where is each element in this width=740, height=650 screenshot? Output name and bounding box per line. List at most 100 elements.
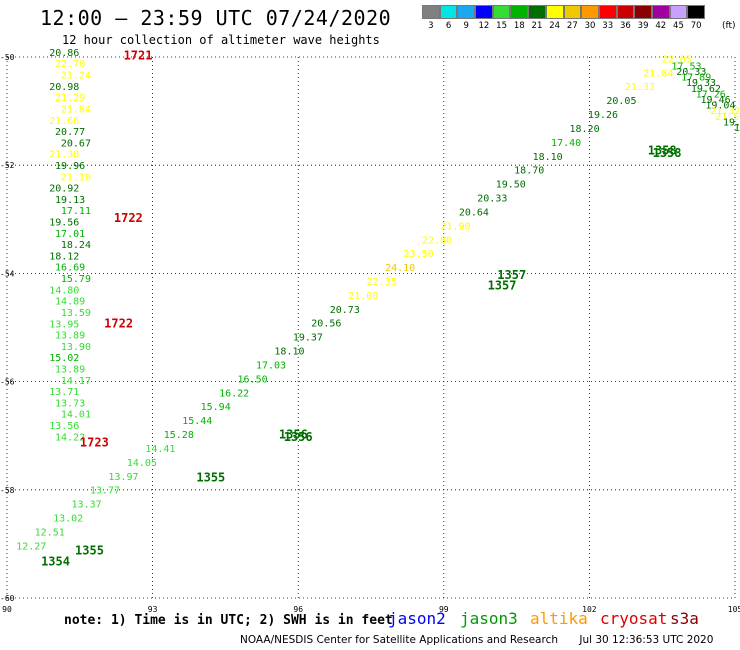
wave-height-value: 20.05 <box>606 96 636 107</box>
wave-height-value: 17.53 <box>671 61 701 72</box>
wave-height-value: 18.20 <box>569 124 599 135</box>
color-bin-label: 42 <box>655 21 667 31</box>
color-swatch <box>581 5 599 19</box>
wave-height-value: 19.33 <box>686 78 716 89</box>
time-label: 1722 <box>114 211 143 225</box>
wave-height-value: 17.89 <box>681 73 711 84</box>
wave-height-value: 21.24 <box>61 71 91 82</box>
color-bin: 39 <box>634 5 652 31</box>
credit-text: NOAA/NESDIS Center for Satellite Applica… <box>240 634 558 646</box>
wave-height-value: 21.84 <box>61 104 91 115</box>
wave-height-value: 14.05 <box>127 458 157 469</box>
wave-height-value: 15.79 <box>61 274 91 285</box>
wave-height-value: 14.89 <box>55 297 85 308</box>
color-bin-label: 39 <box>637 21 649 31</box>
wave-height-value: 14.17 <box>61 376 91 387</box>
wave-height-value: 17.03 <box>256 360 286 371</box>
wave-height-value: 13.90 <box>61 342 91 353</box>
wave-height-value: 22.35 <box>367 277 397 288</box>
wave-height-value: 22.80 <box>422 235 452 246</box>
wave-height-value: 21.90 <box>440 221 470 232</box>
satellite-legend-s3a: s3a <box>670 609 699 628</box>
color-bin-label: 6 <box>445 21 452 31</box>
wave-height-value: 19.62 <box>691 84 721 95</box>
time-label: 1357 <box>488 279 517 293</box>
wave-height-value: 13.89 <box>55 331 85 342</box>
wave-height-value: 13.73 <box>55 398 85 409</box>
wave-height-value: 19.56 <box>49 218 79 229</box>
color-bin: 3 <box>422 5 440 31</box>
lat-tick-label: -60 <box>0 594 15 603</box>
wave-height-value: 21.33 <box>625 82 655 93</box>
wave-height-value: 20.67 <box>61 138 91 149</box>
time-label: 1723 <box>80 436 109 450</box>
wave-height-value: 13.71 <box>49 387 79 398</box>
wave-height-value: 20.98 <box>49 82 79 93</box>
wave-height-value: 14.01 <box>61 410 91 421</box>
wave-height-value: 18.12 <box>49 251 79 262</box>
lat-tick-label: -58 <box>0 486 15 495</box>
wave-height-value: 20.73 <box>330 305 360 316</box>
wave-height-value: 13.77 <box>90 486 120 497</box>
color-bin-label: 12 <box>478 21 490 31</box>
wave-height-value: 17.40 <box>551 138 581 149</box>
color-bin: 45 <box>669 5 688 31</box>
wave-height-value: 20.64 <box>459 207 489 218</box>
color-bin: 30 <box>581 5 599 31</box>
wave-height-value: 21.00 <box>348 291 378 302</box>
color-swatch <box>492 5 511 19</box>
wave-height-value: 16.69 <box>55 263 85 274</box>
wave-height-value: 23.50 <box>404 249 434 260</box>
wave-height-value: 21.29 <box>55 93 85 104</box>
time-label: 1355 <box>196 471 225 485</box>
time-label: 1722 <box>104 317 133 331</box>
wave-height-value: 19.3 <box>723 117 740 128</box>
color-bin-label: 27 <box>566 21 578 31</box>
wave-height-value: 14.80 <box>49 285 79 296</box>
wave-height-value: 22.70 <box>55 59 85 70</box>
wave-height-value: 14.22 <box>55 432 85 443</box>
wave-height-value: 19.04 <box>705 101 735 112</box>
wave-height-value: 20.33 <box>676 67 706 78</box>
wave-height-value: 15.28 <box>164 430 194 441</box>
color-bin: 15 <box>492 5 511 31</box>
lon-tick-label: 99 <box>439 605 449 614</box>
color-swatch <box>563 5 582 19</box>
color-bin-label: 36 <box>619 21 631 31</box>
wave-height-value: 17.01 <box>55 229 85 240</box>
color-swatch <box>545 5 564 19</box>
wave-height-value: 19.37 <box>293 333 323 344</box>
color-bin: 6 <box>439 5 458 31</box>
color-swatch <box>528 5 546 19</box>
color-bin-label: 24 <box>549 21 561 31</box>
satellite-legend-jason3: jason3 <box>460 609 518 628</box>
color-bin: 70 <box>687 5 705 31</box>
map-axes: 90 93 96 99 102 105 -50 -52 -54 -56 -58 -60 <box>0 53 740 614</box>
color-bin-label: 15 <box>496 21 507 31</box>
color-bin-label: 33 <box>602 21 614 31</box>
map-grid <box>6 56 736 599</box>
wave-height-value: 13.59 <box>61 308 91 319</box>
wave-height-value: 15.02 <box>49 353 79 364</box>
wave-height-value: 13.02 <box>53 513 83 524</box>
lat-tick-label: -54 <box>0 269 15 278</box>
legend-note: note: 1) Time is in UTC; 2) SWH is in fe… <box>64 613 393 628</box>
wave-height-value: 13.37 <box>72 500 102 511</box>
wave-height-value: 14.41 <box>145 444 175 455</box>
wave-height-value: 19.50 <box>496 180 526 191</box>
wave-height-value: 17.26 <box>696 89 726 100</box>
color-bin: 9 <box>457 5 476 31</box>
wave-height-value: 18.10 <box>533 152 563 163</box>
satellite-legend-cryosat: cryosat <box>600 609 668 628</box>
color-swatch <box>669 5 688 19</box>
wave-height-value: 16.50 <box>238 374 268 385</box>
wave-height-value: 13.89 <box>55 365 85 376</box>
color-bin: 12 <box>475 5 493 31</box>
wave-height-value: 12.51 <box>35 527 65 538</box>
color-swatch <box>510 5 529 19</box>
wave-height-value: 20.33 <box>477 194 507 205</box>
color-swatch <box>651 5 670 19</box>
